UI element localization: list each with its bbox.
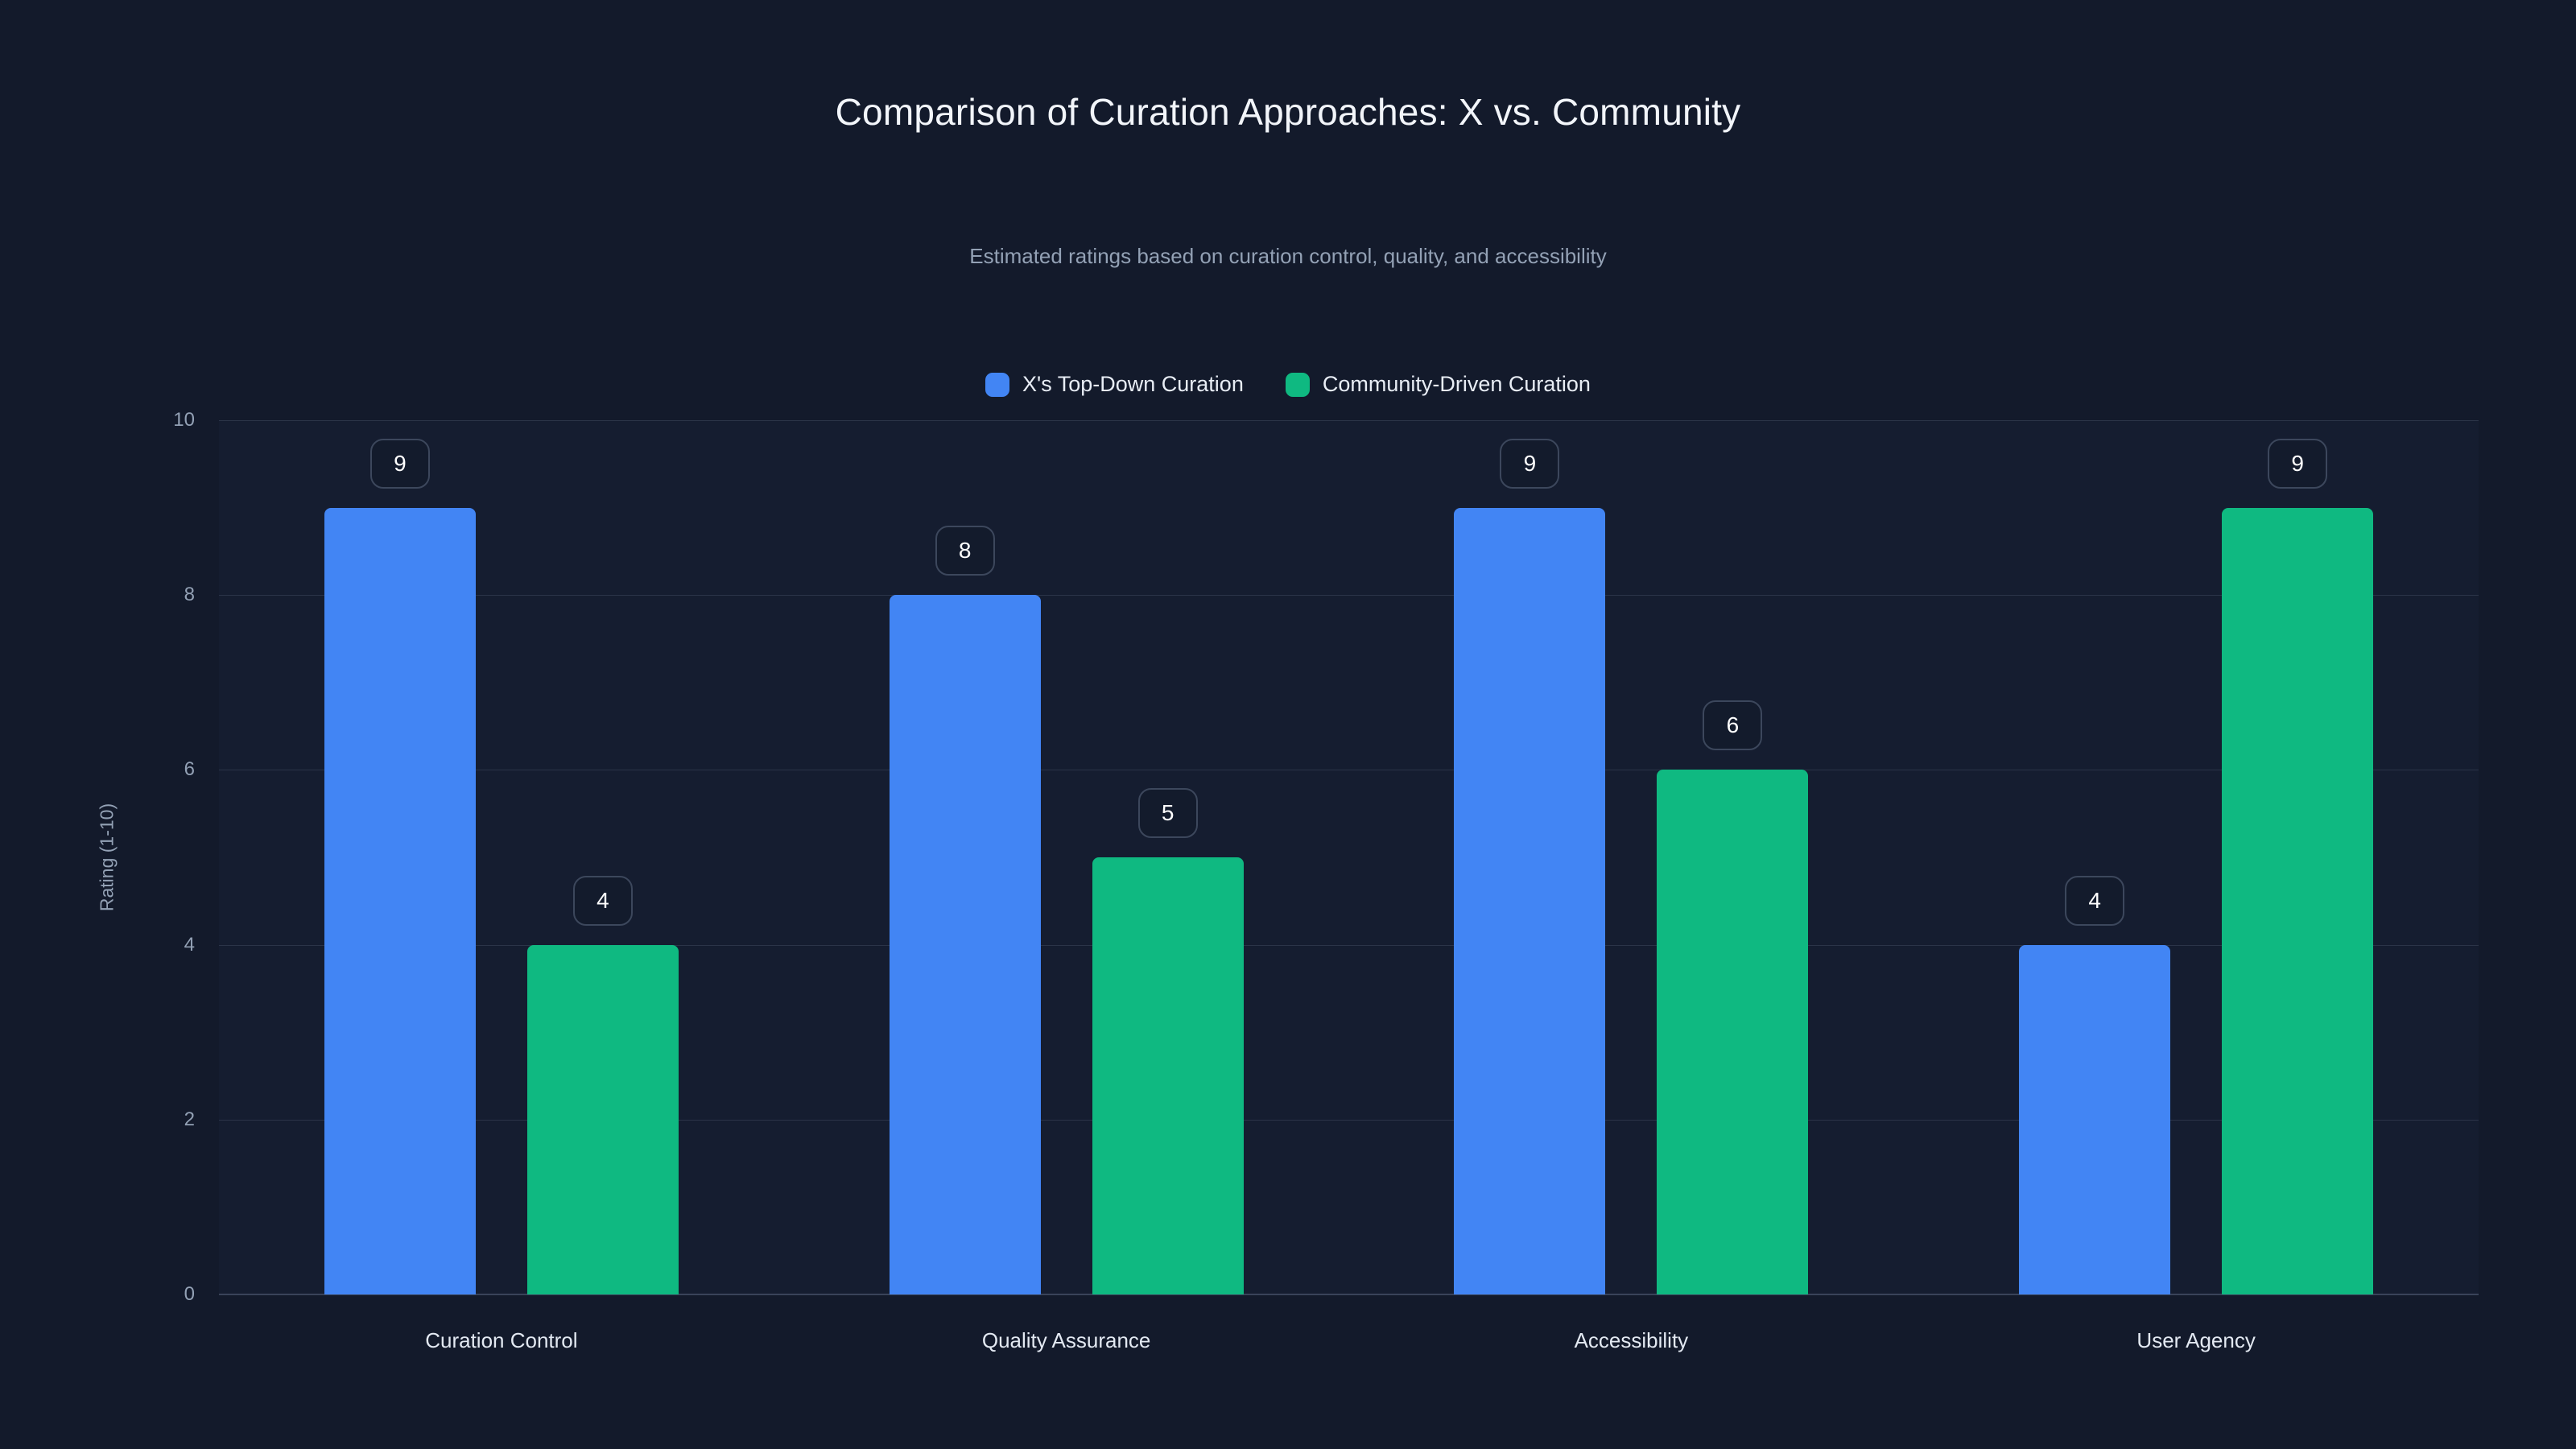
gridline — [219, 595, 2479, 597]
bar[interactable] — [1454, 507, 1606, 1294]
y-axis-tick-label: 2 — [184, 1108, 195, 1130]
page-title: Comparison of Curation Approaches: X vs.… — [835, 91, 1741, 133]
plot-area — [219, 420, 2479, 1295]
legend-item-0[interactable]: X's Top-Down Curation — [985, 372, 1244, 397]
y-axis-tick-label: 8 — [184, 584, 195, 606]
gridline — [219, 1119, 2479, 1121]
bar-value-badge: 8 — [935, 526, 995, 576]
legend-label: Community-Driven Curation — [1322, 372, 1591, 396]
bar-value-badge: 9 — [1500, 438, 1560, 489]
chart-subtitle: Estimated ratings based on curation cont… — [969, 244, 1607, 268]
bar[interactable] — [2222, 507, 2374, 1294]
legend-item-1[interactable]: Community-Driven Curation — [1285, 372, 1591, 397]
gridline — [219, 944, 2479, 946]
x-axis-tick-label: User Agency — [2136, 1328, 2256, 1352]
bar[interactable] — [889, 595, 1041, 1294]
bar[interactable] — [2019, 944, 2171, 1294]
x-axis-line — [219, 1294, 2479, 1295]
bar-value-badge: 4 — [2065, 875, 2125, 926]
bar-value-badge: 9 — [2268, 438, 2328, 489]
x-axis-tick-label: Quality Assurance — [981, 1328, 1151, 1352]
x-axis-tick-label: Curation Control — [425, 1328, 578, 1352]
y-axis-tick-label: 10 — [173, 409, 195, 431]
legend-label: X's Top-Down Curation — [1022, 372, 1244, 396]
gridline — [219, 420, 2479, 421]
x-axis-tick-label: Accessibility — [1574, 1328, 1689, 1352]
y-axis-tick-label: 0 — [184, 1283, 195, 1305]
bar-value-badge: 5 — [1137, 788, 1198, 838]
y-axis-title: Rating (1-10) — [96, 803, 118, 912]
legend-swatch-icon — [1285, 372, 1310, 397]
y-axis-tick-label: 6 — [184, 758, 195, 781]
bar-value-badge: 9 — [369, 438, 430, 489]
bar[interactable] — [1657, 770, 1809, 1294]
y-axis-tick-label: 4 — [184, 933, 195, 956]
legend-swatch-icon — [985, 372, 1010, 397]
bar-value-badge: 4 — [572, 875, 633, 926]
chart-legend: X's Top-Down Curation Community-Driven Cu… — [0, 372, 2576, 397]
bar[interactable] — [526, 944, 679, 1294]
bar[interactable] — [1092, 857, 1244, 1294]
bar-value-badge: 6 — [1703, 700, 1763, 751]
bar[interactable] — [324, 507, 476, 1294]
